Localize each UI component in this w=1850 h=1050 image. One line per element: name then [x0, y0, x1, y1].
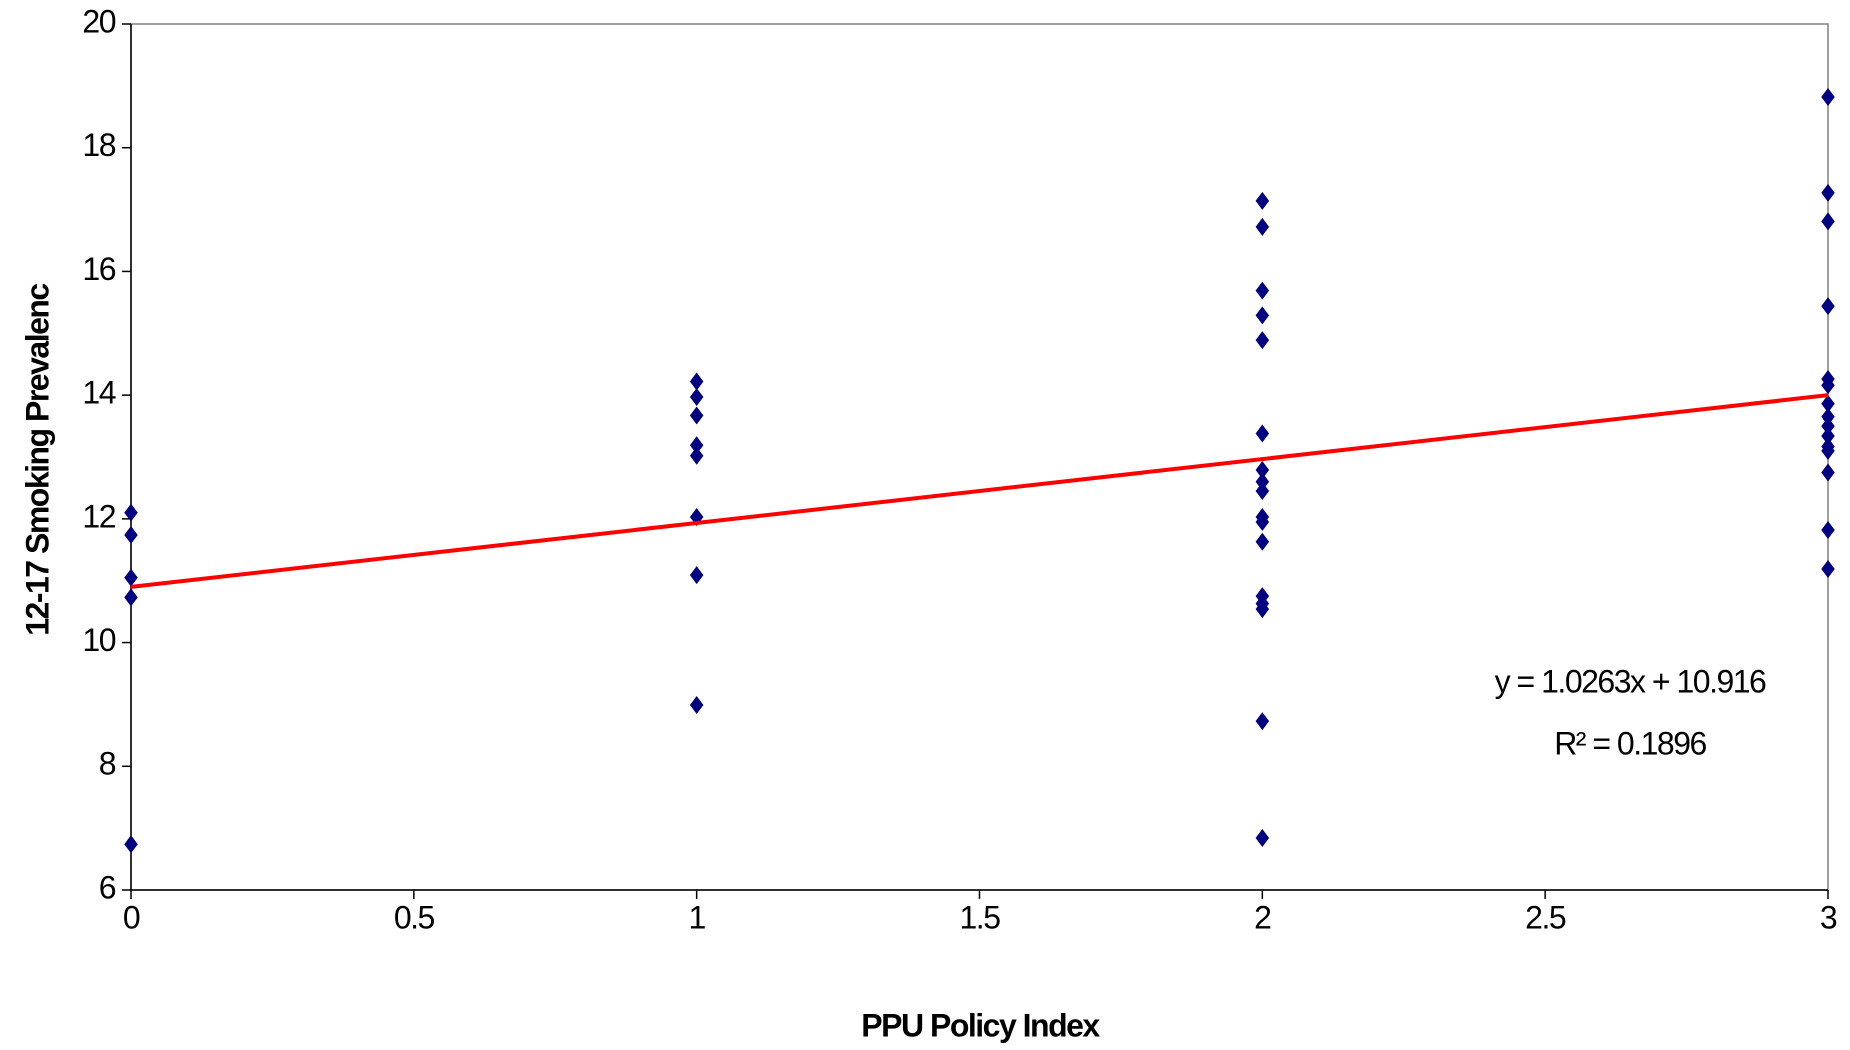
point — [1255, 306, 1270, 325]
trendline — [130, 393, 1829, 589]
y-tick-label: 18 — [82, 127, 115, 163]
point — [1821, 520, 1835, 539]
point — [1255, 829, 1270, 848]
y-tick-label: 16 — [82, 251, 115, 287]
point — [1821, 183, 1835, 202]
x-tick-label: 3 — [1820, 899, 1837, 935]
point — [1821, 376, 1835, 395]
point — [689, 436, 704, 455]
point — [689, 387, 704, 406]
point — [689, 446, 704, 465]
point — [124, 503, 138, 522]
point — [689, 696, 704, 715]
point — [1821, 394, 1835, 413]
point — [689, 372, 704, 391]
point — [1821, 87, 1835, 106]
y-tick-label: 20 — [82, 3, 115, 39]
point — [1821, 463, 1835, 482]
point — [124, 588, 138, 607]
point — [1255, 482, 1270, 501]
point — [1821, 212, 1835, 231]
point — [1255, 281, 1270, 300]
y-tick-label: 8 — [99, 746, 116, 782]
y-tick-label: 12 — [82, 498, 115, 534]
x-tick-label: 1.5 — [960, 899, 1001, 935]
y-axis-title: 12-17 Smoking Prevalenc — [19, 284, 55, 636]
y-tick-label: 10 — [82, 622, 115, 658]
point — [1821, 407, 1835, 426]
y-tick-label: 14 — [82, 375, 115, 411]
x-tick-label: 0 — [123, 899, 140, 935]
x-tick-label: 2 — [1254, 899, 1271, 935]
point — [1255, 712, 1270, 731]
point — [1255, 472, 1270, 491]
point — [1255, 460, 1270, 479]
point — [1821, 297, 1835, 316]
point — [1255, 424, 1270, 443]
annotation: R² = 0.1896 — [1554, 725, 1706, 761]
x-tick-label: 1 — [689, 899, 706, 935]
point — [1821, 441, 1835, 460]
x-tick-label: 0.5 — [394, 899, 435, 935]
x-axis-title: PPU Policy Index — [861, 1007, 1100, 1043]
annotation: y = 1.0263x + 10.916 — [1495, 663, 1766, 699]
point — [1255, 600, 1270, 619]
point — [1255, 512, 1270, 531]
point — [1255, 331, 1270, 350]
point — [1821, 559, 1835, 578]
y-tick-label: 6 — [99, 869, 116, 905]
point — [1255, 532, 1270, 551]
point — [689, 566, 704, 585]
point — [124, 835, 138, 854]
point — [1255, 217, 1270, 236]
point — [689, 406, 704, 425]
point — [124, 568, 138, 587]
point — [124, 525, 138, 544]
point — [1821, 417, 1835, 436]
point — [1255, 191, 1270, 210]
x-tick-label: 2.5 — [1525, 899, 1566, 935]
point — [1821, 426, 1835, 445]
